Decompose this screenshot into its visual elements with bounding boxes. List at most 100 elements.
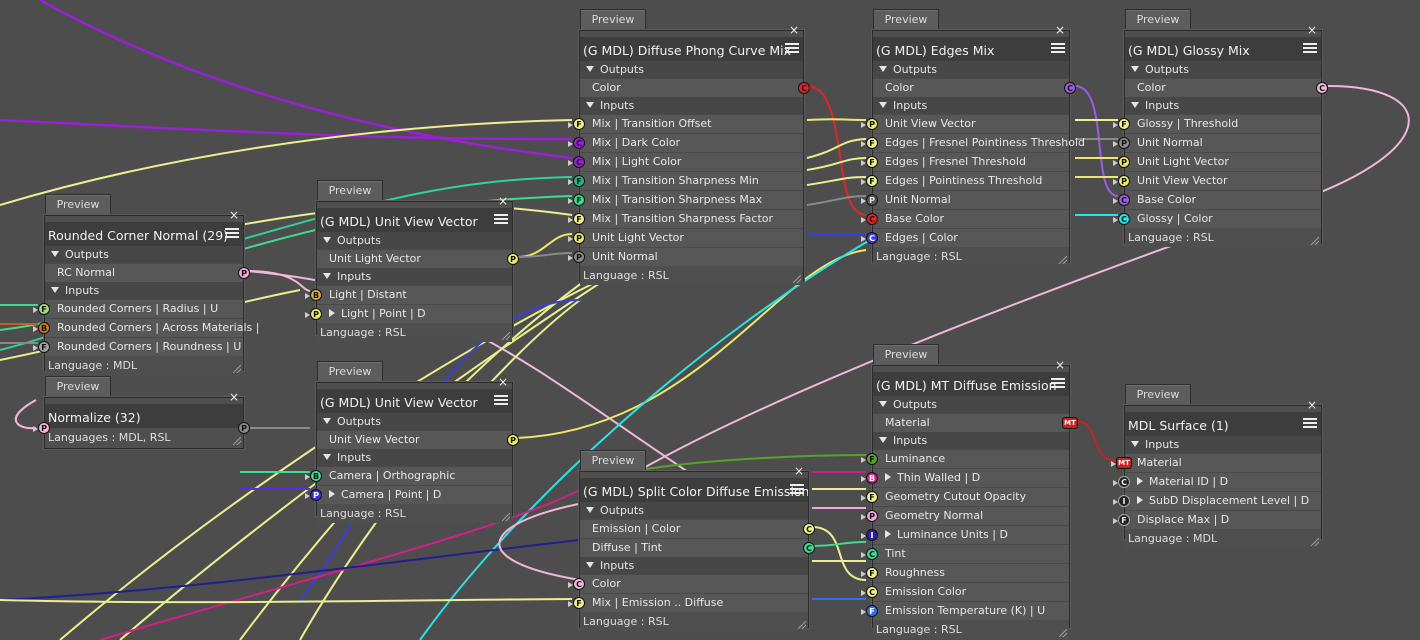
- point-port-icon[interactable]: P: [507, 434, 519, 446]
- inputs-header[interactable]: Inputs: [45, 282, 243, 299]
- menu-icon[interactable]: [785, 41, 799, 54]
- preview-button-rounded[interactable]: Preview: [45, 194, 111, 215]
- point-port-icon[interactable]: P: [238, 267, 250, 279]
- point-port-icon[interactable]: P: [238, 422, 250, 434]
- node-edges-mix[interactable]: × (G MDL) Edges Mix Outputs Color C Input…: [861, 24, 1085, 266]
- menu-icon[interactable]: [494, 212, 508, 225]
- outputs-header[interactable]: Outputs: [580, 502, 808, 519]
- preview-button-split[interactable]: Preview: [580, 450, 646, 471]
- input-emission-color[interactable]: C Emission Color: [861, 582, 1069, 601]
- expand-triangle-icon[interactable]: [329, 309, 335, 317]
- float-port-icon[interactable]: F: [33, 303, 50, 315]
- inputs-header[interactable]: Inputs: [1125, 436, 1321, 453]
- input-thin-walled[interactable]: B Thin Walled | D: [861, 468, 1069, 487]
- float-port-icon[interactable]: F: [861, 137, 878, 149]
- output-material[interactable]: Material MT: [873, 413, 1078, 432]
- point-port-icon[interactable]: P: [568, 251, 585, 263]
- float-port-icon[interactable]: F: [861, 567, 878, 579]
- menu-icon[interactable]: [225, 226, 239, 239]
- input-camera-orthographic[interactable]: B Camera | Orthographic: [305, 466, 512, 485]
- color-port-icon[interactable]: C: [1113, 213, 1130, 225]
- close-icon[interactable]: ×: [1054, 358, 1065, 372]
- color-port-icon[interactable]: C: [568, 578, 585, 590]
- preview-button-edges[interactable]: Preview: [873, 9, 939, 30]
- point-port-icon[interactable]: P: [507, 253, 519, 265]
- close-icon[interactable]: ×: [497, 375, 508, 389]
- color-port-icon[interactable]: C: [861, 232, 878, 244]
- float-port-icon[interactable]: F: [1113, 514, 1130, 526]
- input-sharpness-min[interactable]: F Mix | Transition Sharpness Min: [568, 171, 803, 190]
- preview-button-normalize[interactable]: Preview: [45, 376, 111, 397]
- input-luminance-units[interactable]: I Luminance Units | D: [861, 525, 1069, 544]
- input-transition-offset[interactable]: F Mix | Transition Offset: [568, 114, 803, 133]
- menu-icon[interactable]: [1303, 41, 1317, 54]
- preview-button-phong[interactable]: Preview: [580, 9, 646, 30]
- node-mt-diffuse-emission[interactable]: × (G MDL) MT Diffuse Emission Outputs Ma…: [861, 359, 1078, 639]
- outputs-header[interactable]: Outputs: [317, 232, 512, 249]
- input-luminance[interactable]: F Luminance: [861, 449, 1069, 468]
- color-port-icon[interactable]: C: [861, 586, 878, 598]
- inputs-header[interactable]: Inputs: [580, 557, 808, 574]
- close-icon[interactable]: ×: [788, 23, 799, 37]
- outputs-header[interactable]: Outputs: [317, 413, 512, 430]
- input-color[interactable]: C Color: [568, 574, 808, 593]
- color-port-icon[interactable]: C: [803, 542, 815, 554]
- input-geometry-cutout-opacity[interactable]: F Geometry Cutout Opacity: [861, 487, 1069, 506]
- expand-triangle-icon[interactable]: [885, 473, 891, 481]
- input-unit-normal[interactable]: P Unit Normal: [568, 247, 803, 266]
- preview-button-surface[interactable]: Preview: [1125, 384, 1191, 405]
- input-unit-light-vector[interactable]: P Unit Light Vector: [1113, 152, 1321, 171]
- node-mdl-surface[interactable]: × MDL Surface (1) Inputs MT Material C Mat…: [1111, 399, 1322, 548]
- input-pointiness-threshold[interactable]: F Edges | Pointiness Threshold: [861, 171, 1069, 190]
- material-port-icon[interactable]: MT: [1111, 457, 1132, 469]
- color-port-icon[interactable]: C: [1113, 194, 1130, 206]
- input-tint[interactable]: C Tint: [861, 544, 1069, 563]
- node-glossy-mix[interactable]: × (G MDL) Glossy Mix Outputs Color C Inpu…: [1113, 24, 1328, 247]
- inputs-header[interactable]: Inputs: [317, 268, 512, 285]
- input-across-materials[interactable]: B Rounded Corners | Across Materials |: [33, 318, 259, 337]
- input-base-color[interactable]: C Base Color: [1113, 190, 1321, 209]
- inputs-header[interactable]: Inputs: [1125, 97, 1321, 114]
- menu-icon[interactable]: [1051, 376, 1065, 389]
- output-unit-light-vector[interactable]: Unit Light Vector P: [317, 249, 519, 268]
- color-port-icon[interactable]: C: [861, 548, 878, 560]
- input-sharpness-max[interactable]: F Mix | Transition Sharpness Max: [568, 190, 803, 209]
- point-port-icon[interactable]: P: [33, 422, 50, 434]
- input-unit-light-vector[interactable]: P Unit Light Vector: [568, 228, 803, 247]
- float-port-icon[interactable]: F: [33, 341, 50, 353]
- close-icon[interactable]: ×: [228, 390, 239, 404]
- node-rounded-corner-normal[interactable]: × Rounded Corner Normal (29) Outputs RC …: [33, 209, 259, 375]
- input-dark-color[interactable]: C Mix | Dark Color: [568, 133, 803, 152]
- input-unit-view-vector[interactable]: P Unit View Vector: [1113, 171, 1321, 190]
- outputs-header[interactable]: Outputs: [1125, 61, 1321, 78]
- output-color[interactable]: Color C: [873, 78, 1076, 97]
- outputs-header[interactable]: Outputs: [873, 396, 1069, 413]
- input-unit-normal[interactable]: P Unit Normal: [861, 190, 1069, 209]
- float-port-icon[interactable]: F: [568, 213, 585, 225]
- expand-triangle-icon[interactable]: [1137, 496, 1143, 504]
- float-port-icon[interactable]: F: [1113, 118, 1130, 130]
- node-unit-view-vector-camera[interactable]: × (G MDL) Unit View Vector Outputs Unit …: [305, 376, 519, 523]
- node-unit-view-vector-light[interactable]: × (G MDL) Unit View Vector Outputs Unit …: [305, 195, 519, 342]
- output-color[interactable]: Color C: [580, 78, 810, 97]
- preview-button-emission[interactable]: Preview: [873, 344, 939, 365]
- bool-port-icon[interactable]: B: [33, 322, 50, 334]
- color-port-icon[interactable]: C: [1113, 476, 1130, 488]
- input-light-point[interactable]: P Light | Point | D: [305, 304, 512, 323]
- input-glossy-color[interactable]: C Glossy | Color: [1113, 209, 1321, 228]
- input-emission-temperature[interactable]: F Emission Temperature (K) | U: [861, 601, 1069, 620]
- input-light-color[interactable]: C Mix | Light Color: [568, 152, 803, 171]
- color-port-icon[interactable]: C: [798, 82, 810, 94]
- close-icon[interactable]: ×: [1306, 23, 1317, 37]
- close-icon[interactable]: ×: [228, 208, 239, 222]
- float-port-icon[interactable]: F: [568, 597, 585, 609]
- expand-triangle-icon[interactable]: [1137, 477, 1143, 485]
- node-diffuse-phong-curve-mix[interactable]: × (G MDL) Diffuse Phong Curve Mix Output…: [568, 24, 810, 285]
- input-sharpness-factor[interactable]: F Mix | Transition Sharpness Factor: [568, 209, 803, 228]
- node-split-color-diffuse-emission[interactable]: × (G MDL) Split Color Diffuse Emission O…: [568, 465, 815, 631]
- input-roughness[interactable]: F Roughness: [861, 563, 1069, 582]
- input-fresnel-threshold[interactable]: F Edges | Fresnel Threshold: [861, 152, 1069, 171]
- menu-icon[interactable]: [1303, 416, 1317, 429]
- input-radius[interactable]: F Rounded Corners | Radius | U: [33, 299, 243, 318]
- float-port-icon[interactable]: F: [568, 118, 585, 130]
